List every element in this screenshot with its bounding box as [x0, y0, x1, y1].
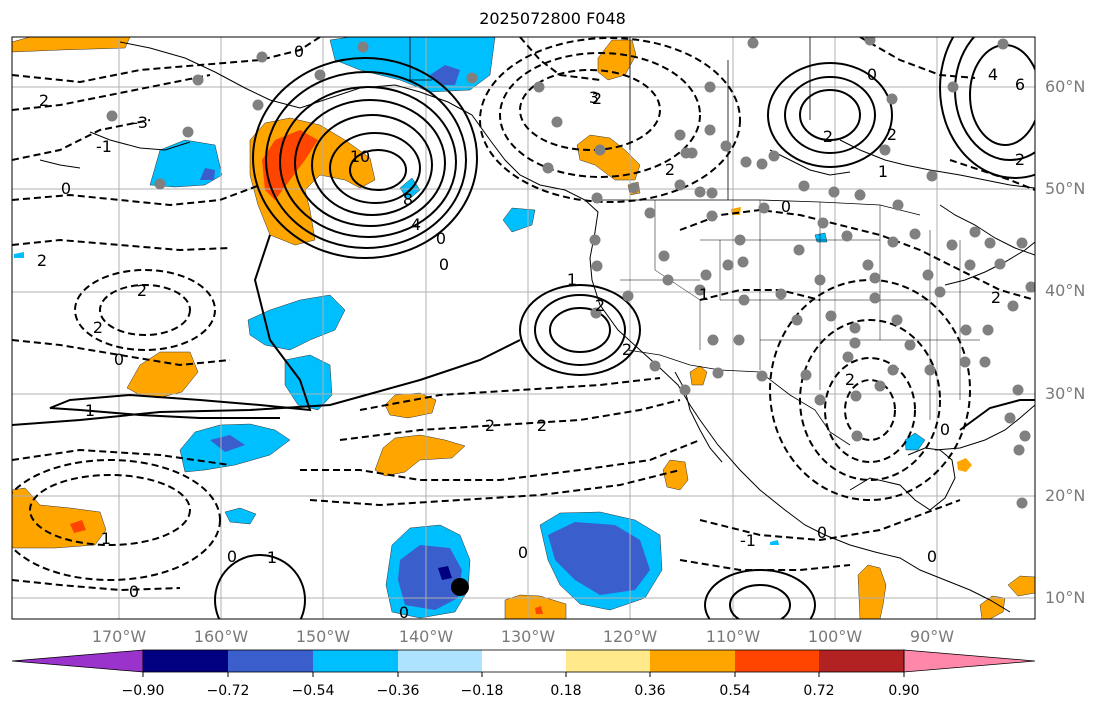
contour-labels: 0 2 3 -3 2 -1 0 2 2 2 0 1 10 8 4 0 0 1 2…: [37, 42, 1025, 622]
station-markers: [106, 37, 1035, 509]
contour-label: 1: [101, 529, 111, 548]
contour-label: 0: [227, 547, 237, 566]
map-plot-area: 0 2 3 -3 2 -1 0 2 2 2 0 1 10 8 4 0 0 1 2…: [12, 37, 1035, 622]
colorbar-segment: [735, 650, 819, 672]
ocean-background: [12, 37, 1035, 619]
contour-label: 8: [403, 190, 413, 209]
contour-label: 1: [267, 548, 277, 567]
contour-label: 2: [595, 296, 605, 315]
lon-label: 150°W: [295, 627, 351, 646]
contour-label: 0: [927, 547, 937, 566]
contour-label: 0: [518, 543, 528, 562]
lon-label: 110°W: [705, 627, 761, 646]
colorbar-extend-low: [11, 649, 144, 673]
colorbar-segment: [228, 650, 313, 672]
contour-label: 2: [887, 125, 897, 144]
contour-label: 0: [129, 582, 139, 601]
colorbar-extend-high: [903, 649, 1036, 673]
lon-label: 90°W: [909, 627, 955, 646]
colorbar-tick-label: −0.36: [376, 683, 420, 699]
contour-label: 3: [589, 88, 599, 107]
lat-label: 50°N: [1045, 179, 1086, 198]
colorbar-tick-label: −0.54: [291, 683, 335, 699]
contour-label: 1: [85, 401, 95, 420]
lon-label: 160°W: [193, 627, 249, 646]
contour-label: 0: [399, 603, 409, 622]
colorbar-tick-label: −0.72: [206, 683, 250, 699]
contour-label: 0: [817, 523, 827, 542]
colorbar-tick-label: 0.72: [803, 683, 835, 699]
contour-label: -1: [740, 531, 756, 550]
contour-label: 10: [350, 147, 370, 166]
contour-label: 0: [61, 179, 71, 198]
contour-label: 2: [37, 251, 47, 270]
contour-label: 2: [1015, 150, 1025, 169]
colorbar-tick-label: −0.90: [121, 683, 165, 699]
contour-label: 2: [622, 340, 632, 359]
contour-label: 0: [867, 65, 877, 84]
colorbar-tick-label: 0.18: [550, 683, 582, 699]
colorbar-segment: [313, 650, 398, 672]
contour-label: 0: [436, 229, 446, 248]
contour-label: 6: [1015, 75, 1025, 94]
contour-label: 2: [137, 281, 147, 300]
colorbar-segment: [143, 650, 228, 672]
lon-label: 130°W: [500, 627, 556, 646]
colorbar-tick-label: −0.18: [460, 683, 504, 699]
contour-label: 4: [411, 215, 421, 234]
lat-label: 40°N: [1045, 281, 1086, 300]
negative-contours: [12, 37, 1035, 592]
colorbar-tick-label: 0.90: [888, 683, 920, 699]
lat-label: 20°N: [1045, 486, 1086, 505]
contour-label: 2: [991, 288, 1001, 307]
contour-label: 2: [93, 318, 103, 337]
contour-label: 0: [940, 420, 950, 439]
contour-label: 1: [567, 270, 577, 289]
contour-label: 0: [114, 350, 124, 369]
contour-label: -3: [132, 113, 148, 132]
lat-label: 30°N: [1045, 384, 1086, 403]
contour-label: 2: [592, 89, 602, 108]
contour-label: 1: [699, 285, 709, 304]
colorbar-segment: [650, 650, 735, 672]
contour-label: 0: [781, 197, 791, 216]
colorbar-segment: [398, 650, 482, 672]
contour-label: 2: [845, 370, 855, 389]
contour-label: 1: [878, 162, 888, 181]
contour-label: 0: [294, 42, 304, 61]
map-frame: [11, 36, 1036, 620]
black-dot-marker: [451, 578, 469, 596]
colorbar-tick-label: 0.36: [634, 683, 666, 699]
contour-label: 4: [988, 65, 998, 84]
contour-label: 2: [537, 416, 547, 435]
contour-label: 2: [823, 127, 833, 146]
colorbar-tick-label: 0.54: [719, 683, 751, 699]
contour-label: 2: [39, 91, 49, 110]
contour-label: -1: [96, 137, 112, 156]
map-title: 2025072800 F048: [479, 9, 626, 28]
graticule: [12, 37, 1035, 619]
contour-label: 2: [665, 160, 675, 179]
colorbar-segment: [482, 650, 566, 672]
lat-label: 10°N: [1045, 588, 1086, 607]
contour-label: 2: [485, 416, 495, 435]
lat-label: 60°N: [1045, 77, 1086, 96]
lon-label: 100°W: [807, 627, 863, 646]
colorbar: [11, 649, 1036, 677]
positive-contours: [12, 37, 1035, 619]
contour-label: 0: [439, 255, 449, 274]
lon-label: 170°W: [91, 627, 147, 646]
lon-label: 120°W: [602, 627, 658, 646]
colorbar-segment: [819, 650, 904, 672]
colorbar-segment: [566, 650, 650, 672]
lon-label: 140°W: [398, 627, 454, 646]
